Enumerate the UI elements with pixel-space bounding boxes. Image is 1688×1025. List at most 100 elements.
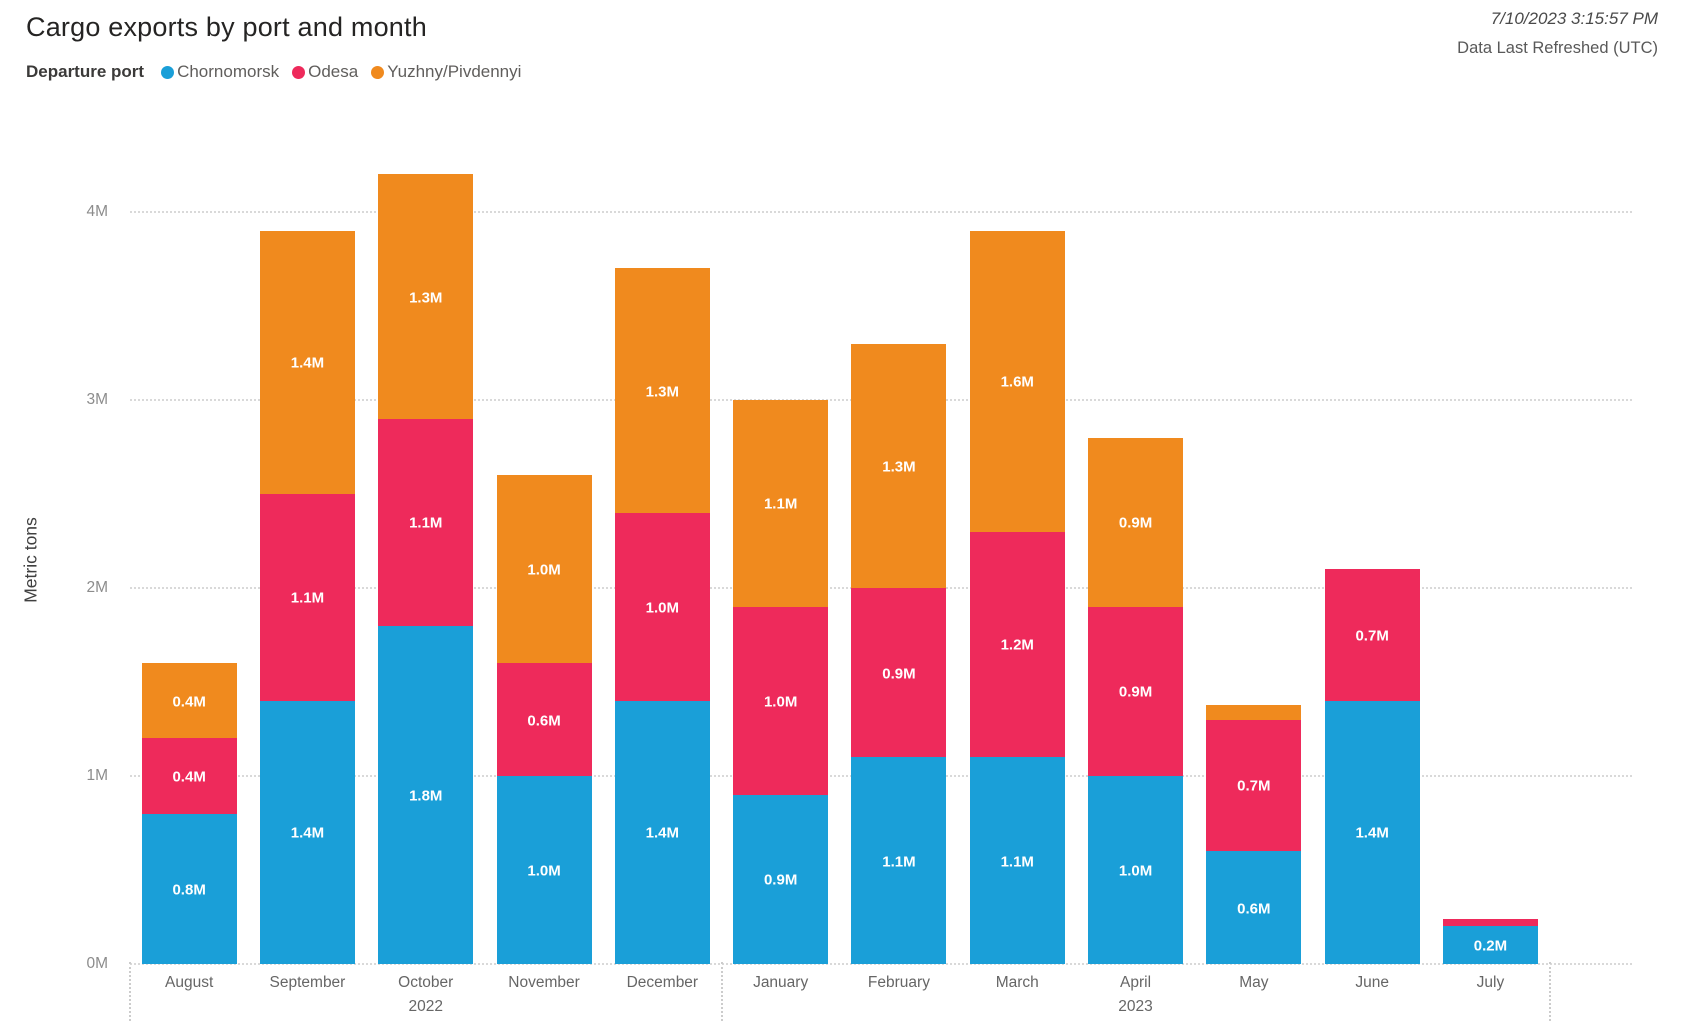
bar-segment-november-odesa[interactable] — [496, 663, 592, 776]
bar-segment-september-odesa[interactable] — [259, 494, 355, 701]
bar-segment-value-label: 1.3M — [409, 289, 443, 307]
bar-segment-value-label: 1.1M — [1000, 853, 1034, 871]
bar-segment-value-label: 1.1M — [882, 853, 916, 871]
bar-segment-august-yuzhny-pivdennyi[interactable] — [141, 663, 237, 739]
bar-segment-value-label: 1.4M — [1355, 824, 1389, 842]
bar-segment-december-odesa[interactable] — [614, 512, 710, 701]
bar-segment-value-label: 1.4M — [645, 824, 680, 842]
bar-segment-november-chornomorsk[interactable] — [496, 776, 592, 964]
bar-segment-november-yuzhny-pivdennyi[interactable] — [496, 475, 592, 664]
y-tick-label: 3M — [86, 391, 108, 408]
bar-segment-value-label: 1.1M — [763, 495, 798, 513]
bar-segment-value-label: 0.6M — [527, 712, 561, 730]
legend-dot-icon — [371, 65, 385, 79]
bar-segment-october-odesa[interactable] — [378, 418, 474, 626]
bar-segment-value-label: 1.0M — [527, 862, 561, 880]
x-axis-label-september: September — [269, 974, 346, 991]
x-axis-label-july: July — [1476, 974, 1505, 991]
refresh-timestamp: 7/10/2023 3:15:57 PM — [1490, 9, 1658, 28]
year-separator — [720, 962, 723, 1021]
legend-item-chornomorsk[interactable]: Chornomorsk — [161, 62, 279, 82]
bar-segment-december-chornomorsk[interactable] — [614, 700, 710, 964]
x-axis-label-december: December — [626, 974, 699, 991]
bar-segment-value-label: 1.0M — [763, 693, 798, 711]
x-axis-label-april: April — [1120, 974, 1152, 991]
x-axis-label-november: November — [508, 974, 580, 991]
bar-segment-value-label: 0.2M — [1473, 937, 1508, 955]
year-separator — [129, 962, 131, 1021]
bar-segment-march-chornomorsk[interactable] — [969, 757, 1065, 964]
bar-segment-may-chornomorsk[interactable] — [1206, 851, 1302, 964]
bar-segment-value-label: 1.6M — [1000, 373, 1034, 391]
bar-segment-value-label: 1.2M — [1000, 636, 1034, 654]
legend-item-odesa[interactable]: Odesa — [292, 62, 358, 82]
bar-segment-value-label: 1.4M — [290, 824, 325, 842]
x-axis-label-june: June — [1355, 974, 1389, 991]
bar-segment-value-label: 1.1M — [409, 514, 443, 532]
bar-segment-april-chornomorsk[interactable] — [1088, 776, 1184, 964]
legend-dot-icon — [161, 65, 175, 79]
bar-segment-value-label: 1.3M — [882, 458, 916, 476]
bar-segment-april-yuzhny-pivdennyi[interactable] — [1088, 437, 1184, 607]
y-tick-label: 1M — [86, 767, 108, 784]
bar-segment-january-yuzhny-pivdennyi[interactable] — [733, 400, 829, 607]
y-tick-label: 0M — [86, 955, 108, 972]
bar-segment-value-label: 1.4M — [290, 354, 325, 372]
x-axis-year-label: 2022 — [408, 998, 443, 1015]
bar-segment-value-label: 0.7M — [1237, 777, 1271, 795]
x-axis-label-may: May — [1239, 974, 1269, 991]
x-axis-label-october: October — [398, 974, 454, 991]
bar-segment-december-yuzhny-pivdennyi[interactable] — [614, 268, 710, 513]
bar-segment-august-odesa[interactable] — [141, 738, 237, 814]
bar-segment-value-label: 0.4M — [172, 693, 206, 711]
bar-segment-july-chornomorsk[interactable] — [1442, 926, 1538, 964]
page-title: Cargo exports by port and month — [26, 12, 427, 42]
bar-segment-may-odesa[interactable] — [1206, 719, 1302, 852]
bar-segment-october-yuzhny-pivdennyi[interactable] — [378, 174, 474, 419]
bar-segment-january-chornomorsk[interactable] — [733, 794, 829, 964]
legend-item-label: Yuzhny/Pivdennyi — [387, 62, 522, 81]
legend-item-yuzhny-pivdennyi[interactable]: Yuzhny/Pivdennyi — [371, 62, 521, 82]
bar-segment-february-chornomorsk[interactable] — [851, 757, 947, 964]
bar-segment-october-chornomorsk[interactable] — [378, 625, 474, 964]
bar-segment-june-odesa[interactable] — [1324, 569, 1420, 701]
bar-segment-value-label: 1.0M — [645, 599, 680, 617]
refresh-caption: Data Last Refreshed (UTC) — [1457, 39, 1658, 57]
bar-segment-january-odesa[interactable] — [733, 606, 829, 795]
y-tick-label: 4M — [86, 203, 108, 220]
year-separator — [1548, 962, 1551, 1021]
x-axis-year-label: 2023 — [1118, 998, 1153, 1015]
bar-segment-value-label: 1.3M — [645, 383, 680, 401]
bar-segment-september-chornomorsk[interactable] — [259, 700, 355, 964]
bar-segment-value-label: 0.7M — [1355, 627, 1389, 645]
bar-segment-march-odesa[interactable] — [969, 531, 1065, 758]
legend-item-label: Odesa — [308, 62, 359, 81]
legend-title: Departure port — [26, 62, 145, 81]
bar-segment-value-label: 0.9M — [1118, 514, 1153, 532]
gridline-4M — [130, 211, 1632, 213]
bar-segment-value-label: 0.8M — [172, 881, 206, 899]
data-refresh-block: 7/10/2023 3:15:57 PM Data Last Refreshed… — [1457, 6, 1658, 61]
bar-segment-june-chornomorsk[interactable] — [1324, 700, 1420, 964]
bar-segment-value-label: 1.0M — [527, 561, 561, 579]
gridline-0M — [130, 963, 1632, 965]
x-axis-label-august: August — [165, 974, 214, 991]
bar-segment-april-odesa[interactable] — [1088, 606, 1184, 776]
bar-segment-value-label: 0.4M — [172, 768, 206, 786]
bar-segment-september-yuzhny-pivdennyi[interactable] — [259, 230, 355, 494]
bar-segment-july-odesa[interactable] — [1442, 918, 1538, 927]
x-axis-label-march: March — [995, 974, 1039, 991]
bar-segment-february-yuzhny-pivdennyi[interactable] — [851, 343, 947, 588]
bar-segment-value-label: 0.6M — [1237, 900, 1271, 918]
bar-segment-value-label: 0.9M — [1118, 683, 1153, 701]
bar-segment-value-label: 1.8M — [409, 787, 443, 805]
bar-segment-august-chornomorsk[interactable] — [141, 813, 237, 964]
bar-segment-may-yuzhny-pivdennyi[interactable] — [1206, 704, 1302, 720]
legend-dot-icon — [292, 65, 306, 79]
x-axis-label-february: February — [867, 974, 930, 991]
bar-segment-value-label: 0.9M — [763, 871, 798, 889]
bar-segment-february-odesa[interactable] — [851, 588, 947, 758]
y-tick-label: 2M — [86, 579, 108, 596]
bar-segment-value-label: 1.1M — [290, 589, 325, 607]
bar-segment-march-yuzhny-pivdennyi[interactable] — [969, 230, 1065, 532]
